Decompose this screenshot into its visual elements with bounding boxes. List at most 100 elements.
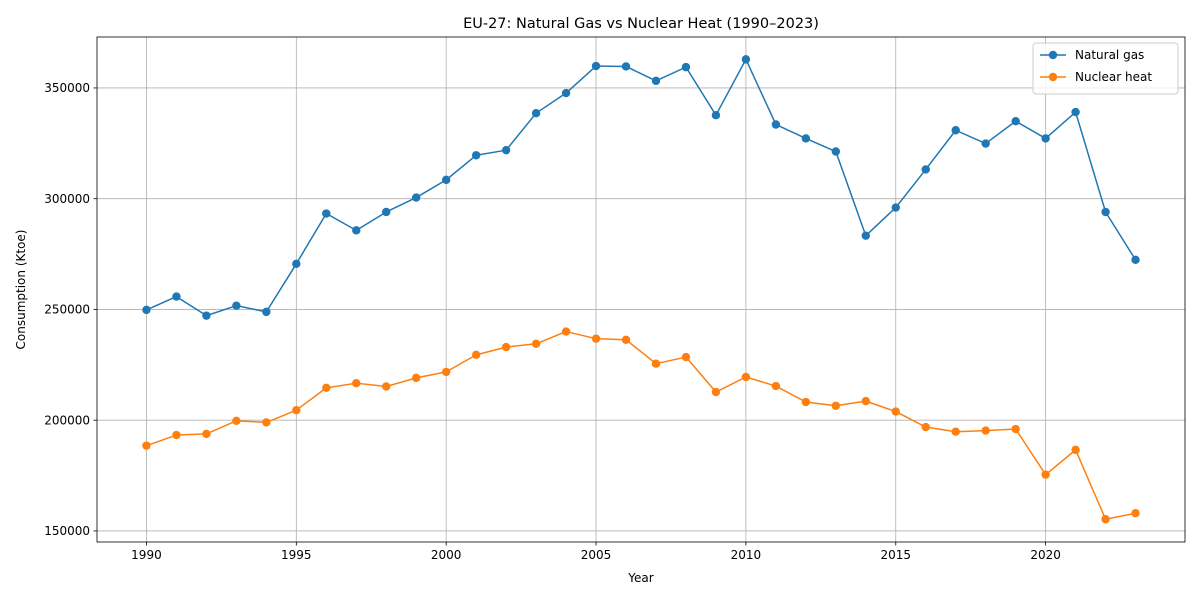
x-tick-label: 2010 — [731, 548, 762, 562]
data-point — [1011, 116, 1020, 126]
data-point — [621, 62, 631, 71]
data-point — [441, 175, 451, 185]
data-point — [951, 427, 960, 436]
data-point — [651, 359, 661, 368]
y-tick-label: 350000 — [44, 81, 90, 95]
data-point — [1131, 509, 1140, 518]
data-point — [771, 381, 781, 391]
data-point — [262, 418, 271, 427]
data-point — [202, 311, 211, 320]
x-tick-label: 2005 — [581, 548, 612, 562]
series-line — [146, 330, 1136, 520]
y-tick-label: 200000 — [44, 413, 90, 427]
data-point — [142, 441, 151, 450]
data-point — [561, 88, 571, 98]
data-point — [382, 207, 391, 217]
data-point — [981, 426, 990, 435]
x-tick-label: 1995 — [281, 548, 312, 562]
legend-label: Nuclear heat — [1075, 70, 1152, 84]
data-point — [142, 305, 151, 315]
data-point — [771, 120, 781, 129]
data-point — [741, 55, 751, 64]
data-point — [412, 373, 421, 383]
data-point — [1131, 255, 1140, 265]
data-point — [831, 147, 841, 156]
data-point — [561, 327, 571, 336]
data-point — [801, 134, 811, 143]
data-point — [681, 62, 691, 72]
legend-box — [1032, 42, 1179, 95]
data-point — [292, 406, 301, 415]
data-point — [891, 203, 900, 212]
grid — [97, 37, 1185, 542]
legend-marker — [1048, 72, 1058, 82]
data-point — [651, 76, 661, 86]
legend-item: Natural gas — [1040, 48, 1144, 62]
series-natural-gas — [142, 55, 1140, 320]
data-point — [172, 430, 181, 440]
data-point — [921, 422, 930, 432]
series-group — [142, 55, 1140, 524]
y-tick-label: 250000 — [44, 303, 90, 317]
data-point — [531, 108, 541, 118]
data-point — [202, 429, 211, 439]
data-point — [741, 372, 751, 382]
data-point — [951, 126, 960, 135]
data-point — [232, 301, 241, 310]
x-tick-label: 2020 — [1030, 548, 1061, 562]
legend-item: Nuclear heat — [1040, 70, 1152, 84]
y-tick-label: 150000 — [44, 524, 90, 538]
chart-title: EU-27: Natural Gas vs Nuclear Heat (1990… — [463, 16, 819, 32]
data-point — [711, 387, 721, 397]
y-axis-label: Consumption (Ktoe) — [14, 230, 28, 350]
data-point — [352, 378, 361, 388]
data-point — [441, 367, 451, 377]
data-point — [382, 382, 391, 391]
data-point — [1071, 445, 1080, 455]
data-point — [1101, 514, 1110, 524]
y-axis: 150000 200000 250000 300000 350000 — [44, 81, 97, 538]
data-point — [591, 61, 601, 71]
series-nuclear-heat — [142, 327, 1140, 524]
data-point — [1101, 207, 1110, 217]
plot-area-frame — [96, 36, 1186, 543]
x-tick-label: 2015 — [880, 548, 911, 562]
legend-label: Natural gas — [1075, 48, 1144, 62]
data-point — [801, 397, 811, 407]
x-axis: 1990 1995 2000 2005 2010 2015 2020 — [131, 542, 1061, 562]
data-point — [1071, 107, 1080, 117]
data-point — [591, 334, 601, 343]
data-point — [831, 401, 841, 410]
data-point — [471, 151, 481, 160]
data-point — [711, 110, 721, 120]
data-point — [621, 335, 631, 344]
data-point — [471, 350, 481, 360]
data-point — [501, 145, 511, 155]
data-point — [1011, 424, 1020, 434]
legend: Natural gas Nuclear heat — [1032, 42, 1179, 95]
data-point — [352, 226, 361, 235]
data-point — [921, 165, 930, 174]
series-line — [146, 58, 1137, 317]
data-point — [501, 342, 511, 352]
data-point — [861, 231, 870, 240]
y-tick-label: 300000 — [44, 192, 90, 206]
data-point — [232, 416, 241, 426]
legend-marker — [1048, 50, 1058, 60]
data-point — [1041, 470, 1050, 479]
data-point — [262, 307, 271, 317]
x-axis-label: Year — [627, 571, 653, 585]
data-point — [322, 383, 331, 393]
data-point — [891, 407, 900, 416]
data-point — [861, 396, 870, 406]
data-point — [412, 193, 421, 202]
x-tick-label: 2000 — [431, 548, 462, 562]
x-tick-label: 1990 — [131, 548, 162, 562]
data-point — [172, 292, 181, 301]
data-point — [981, 139, 990, 148]
data-point — [531, 339, 541, 348]
data-point — [1041, 134, 1050, 143]
